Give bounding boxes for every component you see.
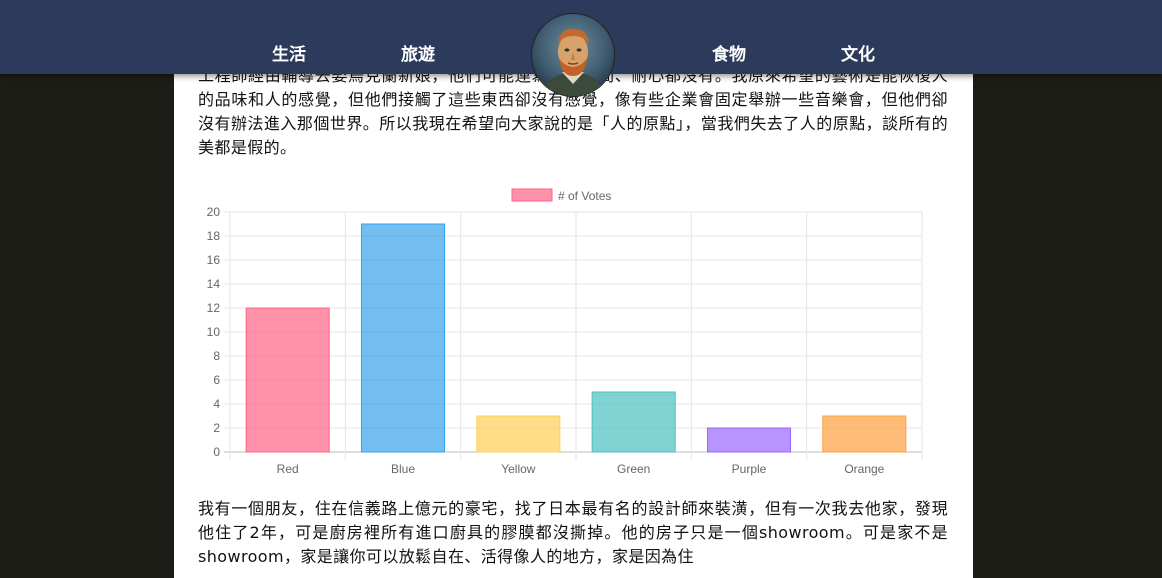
y-tick-label: 14 (207, 277, 221, 291)
y-tick-label: 4 (213, 397, 220, 411)
legend-swatch (511, 188, 553, 202)
votes-chart: 0 2 4 6 8 10 12 14 16 18 20 Red Blue Yellow Green Purpl… (174, 180, 973, 480)
bar-chart-svg: 0 2 4 6 8 10 12 14 16 18 20 Red Blue Yellow Green Purpl… (207, 188, 923, 476)
avatar[interactable] (532, 14, 614, 96)
x-tick-label: Green (617, 462, 650, 476)
x-tick-label: Purple (732, 462, 767, 476)
legend-label: # of Votes (558, 189, 611, 203)
y-tick-label: 20 (207, 205, 221, 219)
y-tick-label: 16 (207, 253, 221, 267)
nav-item-food[interactable]: 食物 (712, 45, 746, 65)
y-tick-label: 10 (207, 325, 221, 339)
article-paragraph-2: 我有一個朋友，住在信義路上億元的豪宅，找了日本最有名的設計師來裝潢，但有一次我去… (198, 499, 948, 566)
x-tick-label: Yellow (501, 462, 536, 476)
x-tick-label: Red (277, 462, 299, 476)
nav-item-travel[interactable]: 旅遊 (401, 45, 435, 65)
chart-bar (706, 427, 792, 453)
nav-item-life[interactable]: 生活 (272, 45, 306, 65)
nav-item-culture[interactable]: 文化 (841, 45, 875, 65)
portrait-avatar-icon (532, 14, 614, 96)
x-tick-label: Blue (391, 462, 415, 476)
chart-bar (591, 391, 676, 453)
article-page: 工程師經由輔導去娶烏克蘭新娘，他們可能連寫詩的時間、耐心都沒有。我原來希望的藝術… (174, 0, 973, 578)
chart-bar (245, 307, 330, 453)
chart-bar (476, 415, 561, 453)
chart-bar (360, 223, 446, 453)
chart-bar (822, 415, 907, 453)
y-tick-label: 2 (213, 421, 220, 435)
y-tick-label: 0 (213, 445, 220, 459)
y-tick-label: 6 (213, 373, 220, 387)
y-tick-label: 18 (207, 229, 221, 243)
top-navbar: 生活 旅遊 食物 文化 (0, 0, 1162, 96)
y-tick-label: 12 (207, 301, 221, 315)
y-tick-label: 8 (213, 349, 220, 363)
x-tick-label: Orange (844, 462, 884, 476)
